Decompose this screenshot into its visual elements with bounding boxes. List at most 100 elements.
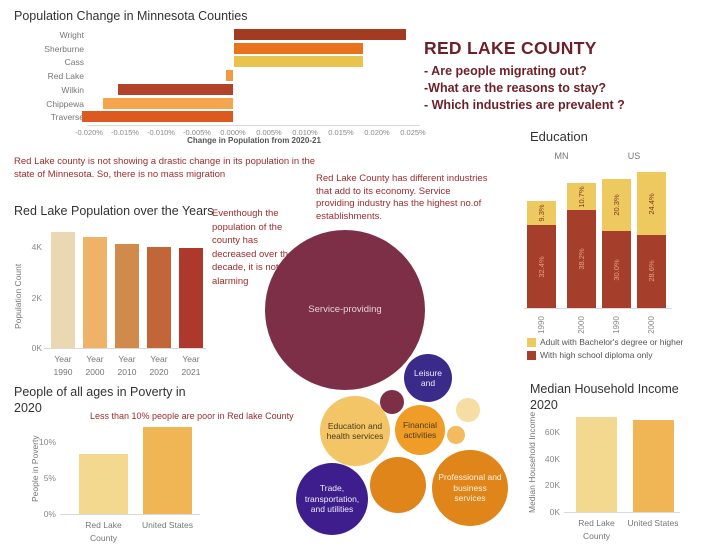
bubble-financial-activities[interactable]: Financial activities xyxy=(395,405,445,455)
edu-bar-hs-2[interactable] xyxy=(602,231,631,308)
bar-year-2010[interactable] xyxy=(115,244,139,348)
y-tick: 20K xyxy=(544,480,560,491)
y-tick: 2K xyxy=(31,292,42,303)
pop-change-x-tick: 0.010% xyxy=(292,128,318,137)
question-industries: - Which industries are prevalent ? xyxy=(424,98,625,112)
chart-title-education: Education xyxy=(530,129,588,144)
edu-group-us: US xyxy=(627,151,641,161)
row-label-wilkin: Wilkin xyxy=(61,84,84,95)
bubble-leisure-and[interactable]: Leisure and xyxy=(404,354,452,402)
bar-red-lake-county[interactable] xyxy=(79,453,128,514)
pop-change-x-tick: -0.015% xyxy=(111,128,139,137)
y-tick: 40K xyxy=(544,453,560,464)
edu-label-bach-2: 20.3% xyxy=(611,194,621,216)
y-tick: 4K xyxy=(31,242,42,252)
education-axis-line xyxy=(524,308,672,309)
bar-year-2021[interactable] xyxy=(179,248,203,348)
pop-change-x-tick: 0.005% xyxy=(256,128,282,137)
bubble-small-5[interactable] xyxy=(456,398,480,422)
bar-united-states[interactable] xyxy=(632,420,674,512)
bubble-service-providing[interactable]: Service-providing xyxy=(265,230,425,390)
chart-title-pop-change: Population Change in Minnesota Counties xyxy=(14,9,248,23)
row-label-chippewa: Chippewa xyxy=(46,98,84,109)
page-title: RED LAKE COUNTY xyxy=(424,38,597,58)
edu-bar-hs-0[interactable] xyxy=(527,225,556,308)
edu-bar-bach-3[interactable] xyxy=(637,172,666,235)
edu-group-mn: MN xyxy=(554,151,569,161)
y-tick: 0K xyxy=(549,507,560,517)
annotation-migration: Red Lake county is not showing a drastic… xyxy=(14,156,316,180)
xcat-red-lake-county: Red Lake County xyxy=(578,518,615,541)
bar-year-2020[interactable] xyxy=(147,247,171,348)
legend-item-bachelors[interactable]: Adult with Bachelor's degree or higher xyxy=(527,337,683,347)
pop-years-axis-line xyxy=(44,348,206,349)
edu-label-bach-0: 9.3% xyxy=(536,204,546,222)
bubble-small-2[interactable] xyxy=(380,390,404,414)
y-tick: 0% xyxy=(43,509,56,519)
x-axis-title-pop-change: Change in Population from 2020-21 xyxy=(187,136,321,145)
bubble-trade-transportation-and-utilities[interactable]: Trade, transportation, and utilities xyxy=(296,463,368,535)
legend-swatch-yellow xyxy=(527,337,536,347)
pop-change-x-tick: 0.020% xyxy=(364,128,390,137)
legend-label-bachelors: Adult with Bachelor's degree or higher xyxy=(540,337,684,347)
bubble-label-leisure-and: Leisure and xyxy=(414,367,442,389)
bubble-professional-and-business-services[interactable]: Professional and business services xyxy=(432,450,508,526)
bar-traverse[interactable] xyxy=(81,111,233,123)
income-axis-line xyxy=(564,512,680,513)
chart-title-poverty: People of all ages in Poverty in 2020 xyxy=(14,385,186,415)
bar-cass[interactable] xyxy=(233,56,364,68)
bubble-label-financial-activities: Financial activities xyxy=(402,419,438,441)
pop-change-x-tick: 0.025% xyxy=(400,128,426,137)
xcat-year-2000: Year 2000 xyxy=(85,354,105,377)
xcat-year-1990: Year 1990 xyxy=(53,354,73,377)
pop-change-axis-line xyxy=(88,125,420,126)
bar-wilkin[interactable] xyxy=(117,83,233,95)
edu-label-hs-2: 30.0% xyxy=(611,258,621,281)
xcat-red-lake-county: Red Lake County xyxy=(85,520,122,543)
bubble-label-trade-transportation-and-utilities: Trade, transportation, and utilities xyxy=(304,483,360,515)
bar-wright[interactable] xyxy=(233,29,407,40)
legend-item-hs-diploma[interactable]: With high school diploma only xyxy=(527,350,652,360)
row-label-wright: Wright xyxy=(59,30,84,40)
edu-bar-bach-0[interactable] xyxy=(527,201,556,226)
row-label-cass: Cass xyxy=(64,57,84,68)
question-migrating-out: - Are people migrating out? xyxy=(424,64,587,78)
edu-label-bach-1: 10.7% xyxy=(576,185,586,208)
edu-label-bach-3: 24.4% xyxy=(646,192,656,215)
bubble-education-and-health-services[interactable]: Education and health services xyxy=(320,396,390,466)
xcat-year-2021: Year 2021 xyxy=(181,354,201,377)
bar-united-states[interactable] xyxy=(143,426,192,514)
bubble-small-8[interactable] xyxy=(370,457,426,513)
edu-label-hs-1: 38.2% xyxy=(576,248,586,270)
edu-bar-bach-2[interactable] xyxy=(602,179,631,232)
edu-bar-hs-1[interactable] xyxy=(567,210,596,308)
bar-red-lake-county[interactable] xyxy=(576,417,617,512)
chart-title-pop-years: Red Lake Population over the Years xyxy=(14,204,214,218)
legend-swatch-darkred xyxy=(527,350,536,360)
bar-year-2000[interactable] xyxy=(83,236,107,348)
y-tick: 10% xyxy=(38,437,56,447)
xcat-year-2020: Year 2020 xyxy=(149,354,169,377)
pop-change-x-tick: -0.020% xyxy=(75,128,103,137)
annotation-industries: Red Lake County has different industries… xyxy=(316,173,488,222)
bar-sherburne[interactable] xyxy=(233,42,364,54)
bubble-small-6[interactable] xyxy=(447,426,465,444)
y-tick: 60K xyxy=(544,427,560,437)
pop-change-x-tick: -0.005% xyxy=(183,128,211,137)
bar-chippewa[interactable] xyxy=(103,97,233,109)
poverty-axis-line xyxy=(60,514,200,515)
annotation-poverty: Less than 10% people are poor in Red lak… xyxy=(90,411,294,421)
bubble-label-education-and-health-services: Education and health services xyxy=(326,420,384,442)
bubble-label-service-providing: Service-providing xyxy=(308,303,382,315)
edu-bar-hs-3[interactable] xyxy=(637,234,666,308)
bar-year-1990[interactable] xyxy=(51,231,75,348)
question-reasons-to-stay: -What are the reasons to stay? xyxy=(424,81,606,95)
row-label-traverse: Traverse xyxy=(50,112,84,123)
pop-change-x-tick: 0.000% xyxy=(220,128,246,137)
row-label-sherburne: Sherburne xyxy=(44,43,84,54)
pop-change-x-tick: 0.015% xyxy=(328,128,354,137)
edu-bar-bach-1[interactable] xyxy=(567,182,596,211)
bubble-label-professional-and-business-services: Professional and business services xyxy=(438,472,502,504)
bar-red-lake[interactable] xyxy=(225,70,233,82)
